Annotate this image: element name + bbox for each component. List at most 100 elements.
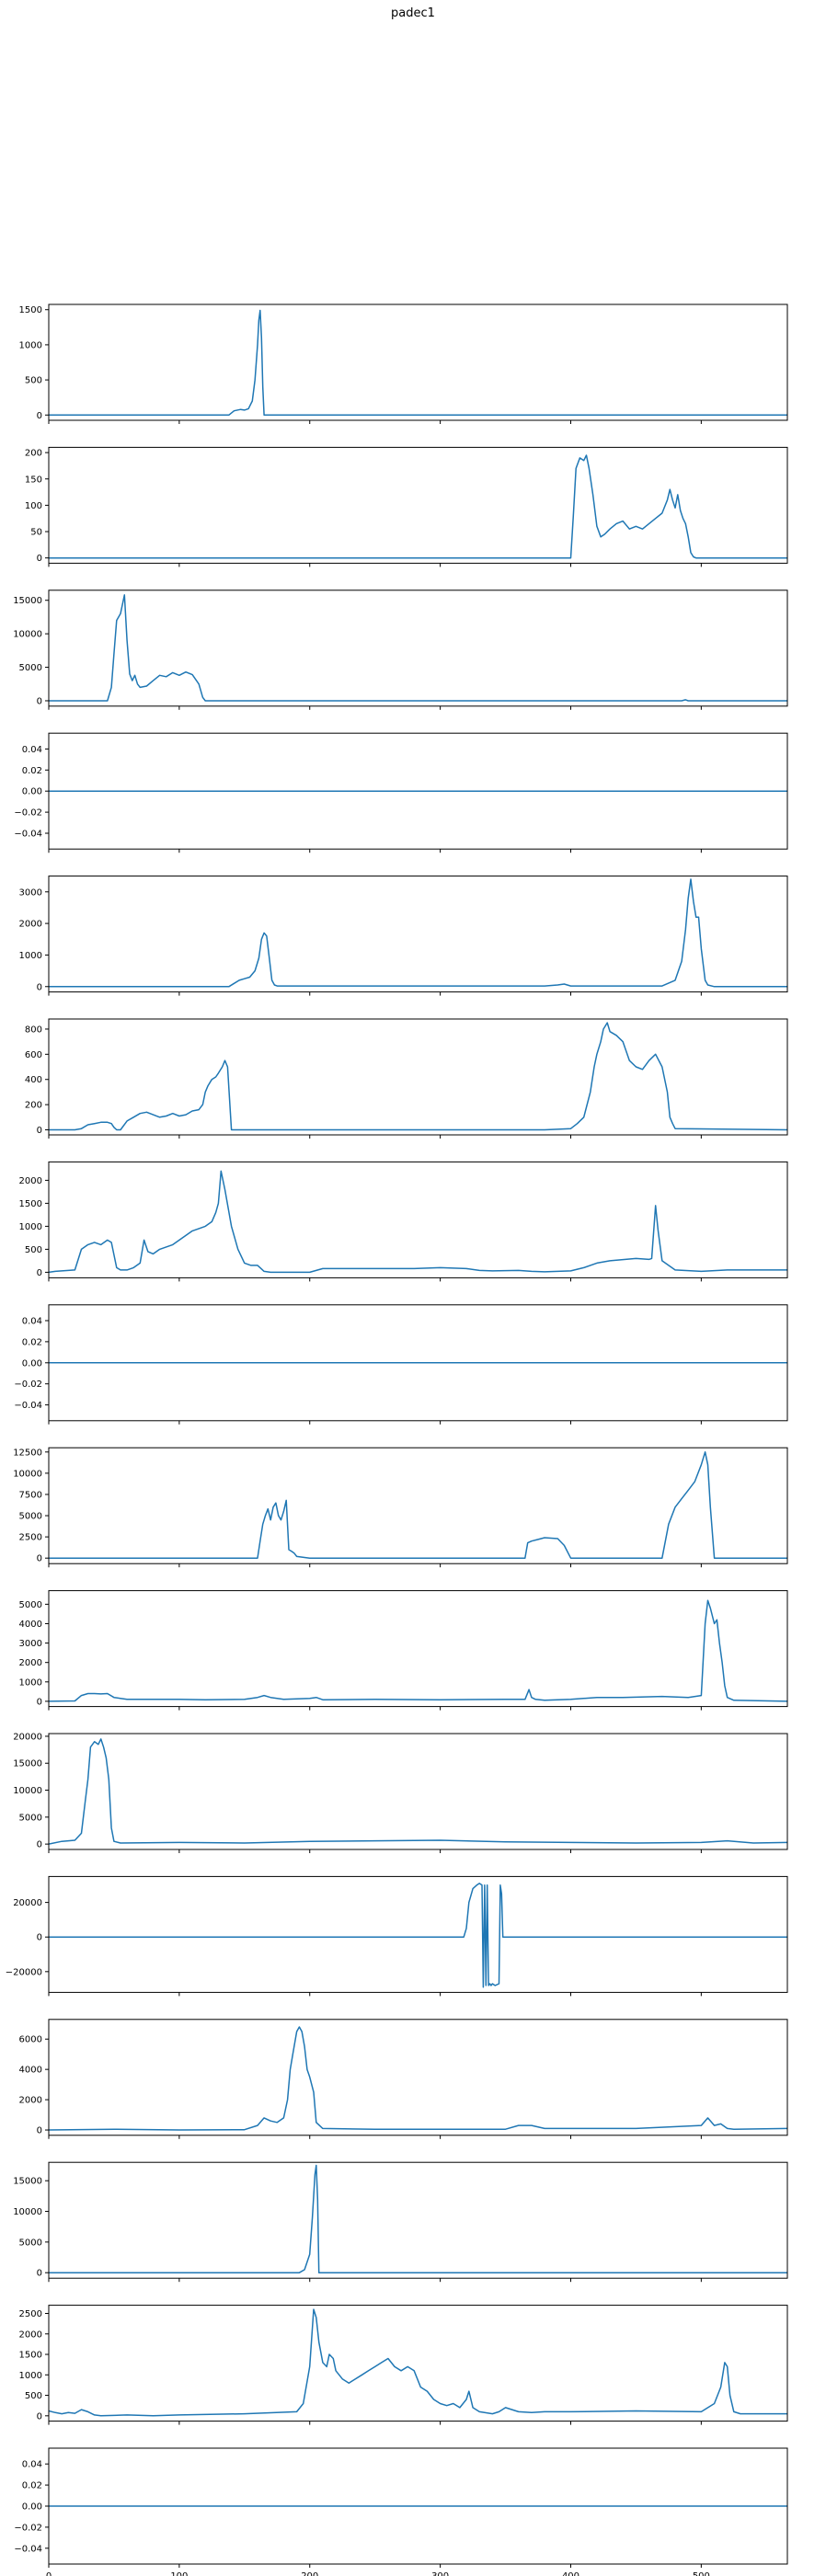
y-tick-label: 1000: [19, 951, 42, 961]
figure-title: padec1: [391, 6, 435, 20]
y-tick-label: 0.02: [22, 1337, 42, 1347]
y-tick-label: 50: [30, 528, 42, 538]
y-tick-label: 0: [37, 1554, 42, 1564]
subplot-4: −0.04 −0.02 0.00 0.02 0.04: [14, 732, 788, 853]
y-tick-label: −0.02: [14, 1380, 42, 1390]
y-tick-label: 0: [37, 1697, 42, 1707]
y-tick-label: 15000: [13, 2177, 42, 2187]
y-tick-label: 0: [37, 696, 42, 706]
y-tick-label: 1000: [19, 340, 42, 350]
y-tick-label: 6000: [19, 2035, 42, 2045]
subplot-10: 0 1000 2000 3000 4000 5000: [19, 1590, 788, 1711]
y-tick-label: −0.02: [14, 808, 42, 819]
axes-frame: [48, 1018, 788, 1136]
subplot-15: 0 500 1000 1500 2000 2500: [19, 2305, 788, 2425]
subplot-12: −20000 0 20000: [6, 1875, 788, 1997]
y-tick-label: 0.02: [22, 766, 42, 776]
y-tick-label: 0: [37, 982, 42, 992]
series-line: [49, 1883, 787, 1988]
subplot-6: 0 200 400 600 800: [25, 1018, 788, 1139]
series-line: [48, 2026, 788, 2131]
y-tick-label: −20000: [6, 1967, 42, 1977]
y-tick-label: 4000: [19, 1620, 42, 1630]
series-line: [48, 2308, 787, 2417]
y-tick-label: 10000: [13, 630, 42, 640]
y-tick-label: 0.04: [22, 1316, 42, 1326]
y-tick-label: 20000: [13, 1732, 42, 1742]
x-tick-label: 500: [693, 2571, 710, 2576]
y-tick-label: 2000: [19, 2096, 42, 2106]
axes-frame: [48, 2305, 788, 2422]
axes-frame: [48, 876, 788, 993]
y-tick-label: 5000: [19, 1600, 42, 1610]
y-tick-label: 100: [25, 501, 42, 511]
y-tick-label: 0.02: [22, 2481, 42, 2491]
subplot-8: −0.04 −0.02 0.00 0.02 0.04: [14, 1304, 788, 1425]
y-tick-label: 0: [37, 1268, 42, 1278]
axes-frame: [48, 1161, 788, 1278]
y-tick-label: 0.04: [22, 2460, 42, 2470]
y-tick-label: 0.00: [22, 1358, 42, 1368]
y-tick-label: 0: [37, 2269, 42, 2279]
y-tick-label: 2500: [19, 1533, 42, 1543]
y-tick-label: 12500: [13, 1448, 42, 1458]
y-tick-label: −0.04: [14, 1401, 42, 1411]
y-tick-label: −0.04: [14, 2544, 42, 2554]
y-tick-label: 20000: [13, 1898, 42, 1908]
y-tick-label: −0.02: [14, 2523, 42, 2533]
y-tick-label: 1000: [19, 1222, 42, 1232]
y-tick-label: 0.04: [22, 745, 42, 755]
x-tick-label: 200: [301, 2571, 318, 2576]
subplot-3: 0 5000 10000 15000: [13, 590, 788, 710]
y-tick-label: 4000: [19, 2066, 42, 2076]
y-tick-label: 0: [37, 2411, 42, 2421]
series-line: [48, 1599, 788, 1702]
subplot-9: 0 2500 5000 7500 10000 12500: [13, 1447, 788, 1568]
y-tick-label: 15000: [13, 596, 42, 606]
y-tick-label: 15000: [13, 1759, 42, 1769]
series-line: [49, 1022, 788, 1131]
y-tick-label: −0.04: [14, 830, 42, 840]
y-tick-label: 2000: [19, 920, 42, 930]
axes-frame: [48, 1875, 788, 1993]
subplot-11: 0 5000 10000 15000 20000: [13, 1732, 788, 1853]
y-tick-label: 0: [37, 1840, 42, 1850]
series-line: [48, 1170, 787, 1274]
y-tick-label: 0: [37, 554, 42, 564]
y-tick-label: 0.00: [22, 787, 42, 797]
y-tick-label: 500: [25, 376, 42, 386]
y-tick-label: 5000: [19, 1512, 42, 1522]
y-tick-label: 0.00: [22, 2502, 42, 2513]
series-line: [48, 1738, 788, 1845]
x-tick-label: 300: [431, 2571, 449, 2576]
x-tick-label: 0: [46, 2571, 52, 2576]
y-tick-label: 5000: [19, 1813, 42, 1823]
series-line: [49, 309, 787, 417]
y-tick-label: 800: [25, 1025, 42, 1035]
series-line: [49, 1451, 787, 1559]
y-tick-label: 0: [37, 411, 42, 421]
axes-frame: [48, 303, 788, 421]
y-tick-label: 3000: [19, 1639, 42, 1649]
y-tick-label: 600: [25, 1050, 42, 1060]
axes-frame: [48, 2019, 788, 2136]
axes-frame: [48, 1447, 788, 1564]
axes-frame: [48, 1590, 788, 1708]
y-tick-label: 150: [25, 475, 42, 485]
y-tick-label: 5000: [19, 663, 42, 673]
y-tick-label: 10000: [13, 1786, 42, 1796]
series-line: [49, 454, 787, 559]
subplot-14: 0 5000 10000 15000: [13, 2161, 788, 2283]
series-line: [49, 594, 787, 702]
axes-frame: [48, 2161, 788, 2279]
y-tick-label: 0: [37, 1933, 42, 1943]
y-tick-label: 1000: [19, 2371, 42, 2381]
x-tick-label: 400: [562, 2571, 579, 2576]
y-tick-label: 10000: [13, 1469, 42, 1479]
y-tick-label: 2500: [19, 2309, 42, 2319]
subplot-5: 0 1000 2000 3000: [19, 876, 788, 996]
subplot-1: 0 500 1000 1500: [19, 303, 788, 424]
y-tick-label: 500: [25, 2391, 42, 2401]
series-line: [49, 2164, 787, 2273]
